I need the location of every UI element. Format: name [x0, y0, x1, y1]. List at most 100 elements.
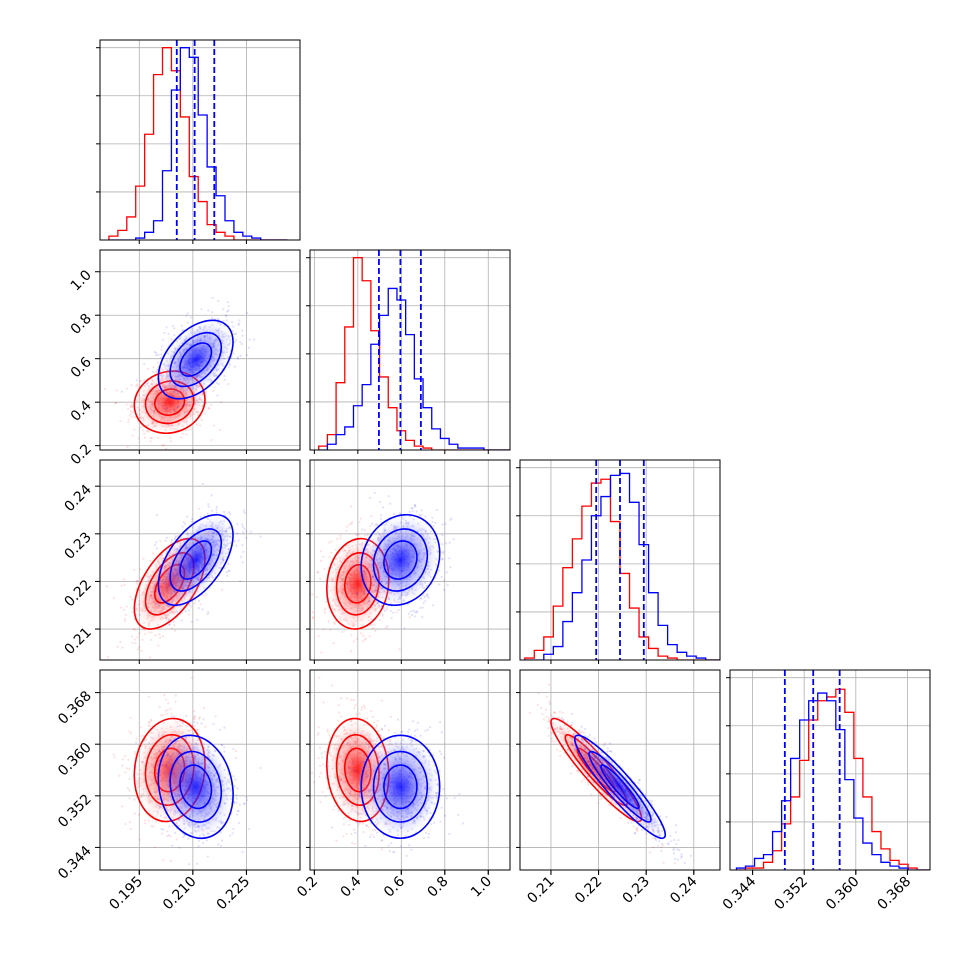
scatter-point	[154, 370, 157, 374]
scatter-point	[181, 525, 184, 528]
scatter-point	[414, 505, 417, 508]
scatter-point	[322, 555, 325, 558]
scatter-point	[421, 606, 424, 609]
scatter-point	[157, 604, 160, 607]
scatter-point	[200, 418, 203, 422]
scatter-point	[170, 712, 173, 715]
scatter-point	[341, 630, 344, 633]
scatter-point	[323, 568, 326, 571]
scatter-point	[311, 593, 314, 596]
scatter-point	[311, 617, 314, 620]
scatter-point	[150, 402, 153, 406]
scatter-point	[224, 314, 227, 317]
scatter-point	[445, 571, 449, 574]
contour-blue	[169, 528, 223, 592]
scatter-point	[368, 635, 371, 638]
scatter-point	[368, 600, 371, 603]
scatter-point	[442, 552, 445, 555]
contour-blue	[179, 342, 213, 377]
scatter-point	[238, 319, 241, 322]
scatter-point	[345, 529, 348, 532]
scatter-point	[151, 370, 155, 373]
scatter-point	[373, 524, 376, 527]
scatter-point	[356, 592, 359, 595]
scatter-point	[142, 557, 145, 560]
scatter-point	[129, 595, 132, 599]
scatter-point	[426, 594, 429, 597]
scatter-point	[440, 576, 443, 579]
scatter-point	[227, 511, 230, 514]
scatter-point	[173, 334, 176, 337]
scatter-point	[450, 517, 453, 520]
scatter-point	[336, 537, 339, 540]
scatter-point	[172, 408, 175, 412]
scatter-point	[147, 575, 151, 579]
scatter-point	[143, 436, 147, 439]
scatter-point	[123, 754, 127, 758]
scatter-point	[121, 758, 124, 761]
scatter-point	[377, 604, 381, 607]
scatter-point	[135, 384, 138, 388]
scatter-point	[161, 338, 164, 341]
scatter-point	[147, 695, 150, 698]
scatter-point	[169, 402, 173, 405]
contour-blue	[372, 528, 429, 592]
scatter-point	[144, 381, 147, 384]
scatter-point	[424, 599, 427, 602]
histogram-blue	[318, 287, 510, 450]
scatter-point	[123, 583, 126, 586]
contour-blue	[179, 540, 213, 580]
scatter-point	[147, 579, 150, 582]
scatter-point	[176, 405, 180, 408]
scatter-point	[259, 535, 262, 538]
scatter-point	[181, 432, 184, 435]
scatter-point	[242, 550, 245, 554]
scatter-point	[139, 380, 142, 383]
scatter-point	[240, 342, 243, 346]
scatter-point	[203, 594, 206, 597]
scatter-point	[148, 721, 151, 724]
scatter-point	[211, 296, 214, 299]
scatter-point	[190, 676, 194, 679]
scatter-point	[135, 580, 139, 583]
scatter-point	[153, 544, 157, 547]
scatter-point	[398, 648, 401, 651]
scatter-point	[363, 529, 367, 532]
scatter-point	[155, 547, 159, 550]
scatter-point	[219, 428, 222, 432]
scatter-point	[316, 570, 319, 574]
scatter-point	[205, 593, 208, 596]
scatter-point	[137, 648, 140, 651]
scatter-point	[411, 509, 414, 513]
scatter-point	[237, 539, 240, 542]
scatter-point	[186, 428, 190, 431]
scatter-point	[150, 631, 153, 634]
scatter-point	[212, 389, 215, 393]
scatter-point	[156, 361, 160, 364]
scatter-point	[204, 402, 207, 405]
scatter-point	[169, 834, 172, 838]
scatter-point	[161, 404, 164, 407]
scatter-point	[185, 314, 188, 317]
scatter-point	[333, 621, 336, 624]
scatter-point	[129, 716, 132, 720]
scatter-point	[160, 832, 164, 835]
scatter-point	[351, 521, 354, 524]
scatter-point	[354, 564, 357, 567]
scatter-point	[168, 622, 171, 626]
scatter-point	[198, 717, 201, 720]
scatter-point	[185, 420, 188, 423]
contour-blue	[157, 513, 234, 607]
scatter-point	[197, 401, 200, 404]
scatter-point	[169, 707, 173, 710]
scatter-point	[137, 437, 140, 440]
scatter-point	[390, 616, 393, 619]
scatter-point	[187, 400, 190, 404]
scatter-point	[160, 348, 163, 351]
scatter-point	[150, 376, 153, 380]
scatter-point	[155, 513, 158, 517]
scatter-point	[125, 403, 128, 406]
scatter-point	[358, 520, 361, 523]
scatter-point	[237, 323, 240, 326]
axes-frame	[519, 459, 721, 661]
